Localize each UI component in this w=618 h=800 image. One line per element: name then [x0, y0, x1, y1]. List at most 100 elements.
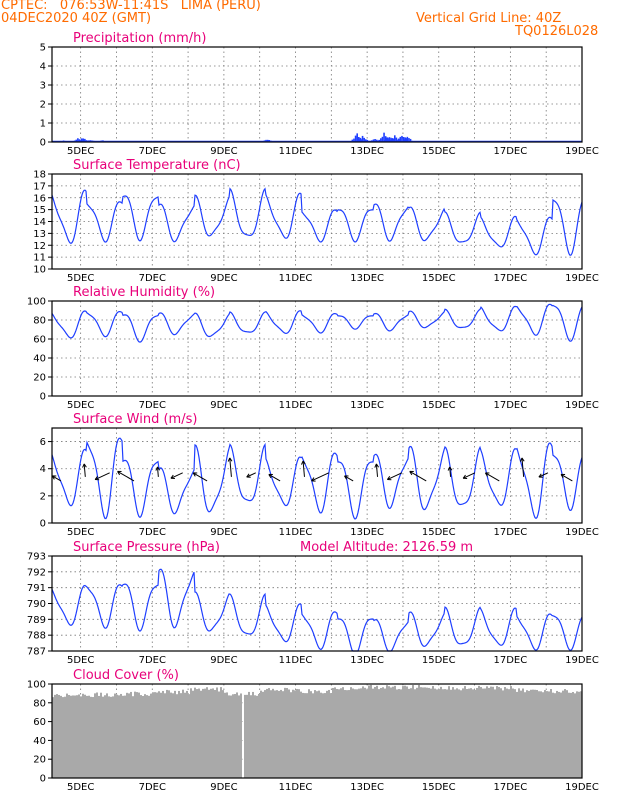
cloud-bar: [286, 687, 288, 778]
precip-bar: [401, 135, 403, 142]
x-tick-label: 19DEC: [565, 527, 599, 538]
wind-vector: [344, 475, 354, 482]
cloud-bar: [340, 688, 342, 778]
cloud-bar: [432, 686, 434, 778]
cloud-bar: [130, 691, 132, 778]
cloud-bar: [250, 695, 252, 778]
cloud-bar: [216, 687, 218, 778]
wind-vector-head: [82, 463, 85, 468]
panel-6: 0 20 40 60 80 100 5DEC 7DEC 9DEC 11DEC 13DEC 15DEC 1…: [27, 668, 599, 793]
cloud-bar: [90, 696, 92, 778]
precip-bar: [390, 139, 393, 142]
precip-bar: [363, 137, 365, 142]
x-tick-label: 15DEC: [422, 527, 456, 538]
x-tick-label: 13DEC: [350, 655, 384, 666]
cloud-bar: [252, 691, 254, 778]
y-tick-label: 40: [33, 354, 46, 365]
cloud-bar: [486, 686, 488, 778]
cloud-bar: [436, 689, 438, 778]
cloud-bar: [360, 688, 362, 778]
cloud-bar: [498, 687, 500, 778]
cloud-bar: [158, 691, 160, 778]
y-tick-label: 60: [33, 335, 46, 346]
cloud-bar: [190, 688, 192, 778]
cloud-bar: [490, 686, 492, 778]
y-tick-label: 20: [33, 373, 46, 384]
cloud-bar: [320, 692, 322, 778]
cloud-bar: [404, 685, 406, 778]
cloud-bar: [106, 693, 108, 778]
panel-frame: [51, 46, 583, 143]
x-tick-label: 5DEC: [67, 655, 94, 666]
x-tick-label: 15DEC: [422, 655, 456, 666]
wind-vector: [409, 470, 427, 482]
panel-title: Precipitation (mm/h): [73, 31, 206, 46]
cloud-bar: [300, 691, 302, 778]
precip-bar: [406, 136, 409, 142]
cloud-bar: [58, 694, 60, 778]
cloud-bar: [338, 689, 340, 778]
cloud-bar: [194, 687, 196, 778]
cloud-bar: [302, 692, 304, 778]
x-tick-label: 15DEC: [422, 146, 456, 157]
y-tick-label: 12: [33, 241, 46, 252]
wind-vector: [94, 472, 110, 481]
cloud-bar: [448, 686, 450, 778]
cloud-bar: [420, 687, 422, 778]
cloud-bar: [240, 693, 242, 778]
cloud-bar: [544, 690, 546, 778]
cloud-bar: [488, 687, 490, 778]
precip-bar: [374, 139, 376, 142]
cloud-bar: [464, 686, 466, 778]
cloud-bar: [66, 693, 68, 778]
cloud-bar: [210, 688, 212, 778]
y-tick-label: 0: [40, 774, 46, 785]
cloud-bar: [350, 687, 352, 778]
y-tick-label: 4: [40, 464, 46, 475]
cloud-bar: [306, 693, 308, 778]
wind-vector-head: [268, 474, 272, 479]
cloud-bar: [178, 690, 180, 778]
cloud-bar: [60, 695, 62, 778]
y-tick-label: 4: [40, 62, 46, 73]
x-tick-label: 9DEC: [210, 400, 237, 411]
cloud-bar: [428, 687, 430, 778]
cloud-bar: [426, 687, 428, 778]
precip-bar: [408, 138, 410, 142]
panel-frame: [51, 427, 583, 524]
wind-vector-head: [170, 474, 174, 479]
cloud-bar: [186, 690, 188, 778]
x-tick-label: 11DEC: [279, 400, 313, 411]
cloud-bar: [398, 689, 400, 778]
cloud-bar: [402, 686, 404, 778]
cloud-bar: [476, 687, 478, 778]
cloud-bar: [332, 687, 334, 778]
cloud-bar: [512, 688, 514, 778]
panel-3: 0 20 40 60 80 100 5DEC 7DEC 9DEC 11DEC 13DEC 15DEC 1…: [27, 285, 599, 411]
cloud-bar: [52, 697, 54, 778]
cloud-bar: [112, 696, 114, 778]
cloud-bar: [352, 688, 354, 778]
cloud-bar: [116, 694, 118, 778]
cloud-bar: [68, 695, 70, 778]
panel-1: 0 1 2 3 4 5 5DEC 7DEC 9DEC 11DEC 13DEC 15DEC 17DEC 19…: [40, 31, 599, 157]
header-location: CPTEC: 076:53W-11:41S LIMA (PERU): [1, 0, 261, 13]
x-tick-label: 13DEC: [350, 527, 384, 538]
wind-vector: [538, 472, 549, 478]
precip-bar: [393, 135, 396, 142]
cloud-bar: [386, 685, 388, 778]
cloud-bar: [380, 687, 382, 778]
cloud-bar: [440, 686, 442, 778]
y-tick-label: 1: [40, 119, 46, 130]
wind-vector-head: [538, 473, 542, 478]
wind-vector-head: [227, 457, 231, 462]
cloud-bar: [180, 693, 182, 778]
cloud-bar: [192, 690, 194, 778]
x-tick-label: 7DEC: [139, 273, 166, 284]
cloud-bar: [256, 695, 258, 778]
wind-vector-head: [302, 460, 306, 465]
cloud-bar: [218, 691, 220, 778]
precip-bar: [385, 138, 387, 142]
